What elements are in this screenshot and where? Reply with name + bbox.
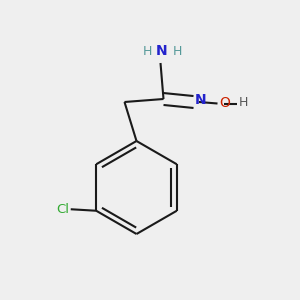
Text: H: H xyxy=(172,46,182,59)
Text: N: N xyxy=(156,44,168,58)
Text: N: N xyxy=(195,94,207,107)
Text: Cl: Cl xyxy=(56,203,69,216)
Text: H: H xyxy=(238,95,248,109)
Text: O: O xyxy=(220,96,230,110)
Text: H: H xyxy=(142,46,152,59)
